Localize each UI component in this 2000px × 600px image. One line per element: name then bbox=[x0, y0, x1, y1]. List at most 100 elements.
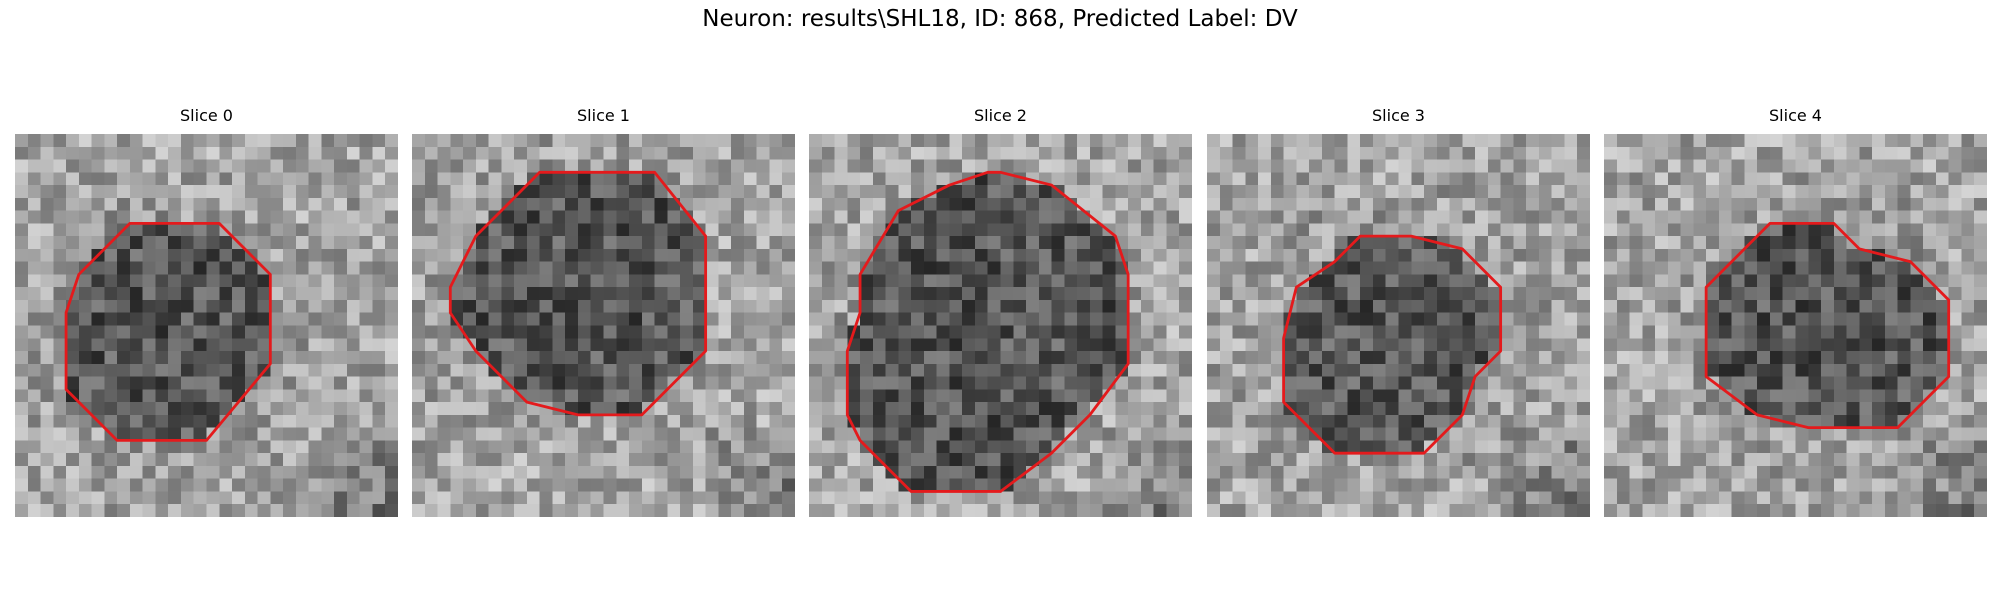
pixel-cell bbox=[1115, 299, 1129, 313]
pixel-cell bbox=[1629, 210, 1643, 224]
pixel-cell bbox=[1513, 325, 1527, 339]
pixel-cell bbox=[1128, 414, 1142, 428]
pixel-cell bbox=[629, 478, 643, 492]
pixel-cell bbox=[1974, 440, 1987, 454]
pixel-cell bbox=[1026, 185, 1040, 199]
pixel-cell bbox=[1424, 197, 1438, 211]
pixel-cell bbox=[437, 363, 451, 377]
pixel-cell bbox=[1551, 491, 1565, 505]
pixel-cell bbox=[1398, 223, 1412, 237]
pixel-cell bbox=[412, 134, 426, 148]
pixel-cell bbox=[1655, 402, 1669, 416]
pixel-cell bbox=[987, 134, 1001, 148]
pixel-cell bbox=[923, 274, 937, 288]
pixel-cell bbox=[346, 236, 360, 250]
pixel-cell bbox=[1258, 261, 1272, 275]
pixel-cell bbox=[412, 338, 426, 352]
pixel-cell bbox=[834, 504, 848, 517]
pixel-cell bbox=[412, 223, 426, 237]
pixel-cell bbox=[987, 440, 1001, 454]
pixel-cell bbox=[590, 363, 604, 377]
pixel-cell bbox=[1077, 338, 1091, 352]
pixel-cell bbox=[1795, 248, 1809, 262]
pixel-cell bbox=[1551, 261, 1565, 275]
pixel-cell bbox=[680, 478, 694, 492]
pixel-cell bbox=[962, 338, 976, 352]
pixel-cell bbox=[1935, 134, 1949, 148]
pixel-cell bbox=[53, 159, 67, 173]
pixel-cell bbox=[1821, 197, 1835, 211]
pixel-cell bbox=[1115, 312, 1129, 326]
pixel-cell bbox=[244, 287, 258, 301]
pixel-cell bbox=[372, 504, 386, 517]
pixel-cell bbox=[1500, 453, 1514, 467]
slice-image-0 bbox=[15, 134, 398, 517]
pixel-cell bbox=[1551, 146, 1565, 160]
pixel-cell bbox=[1026, 261, 1040, 275]
pixel-cell bbox=[1115, 453, 1129, 467]
pixel-cell bbox=[257, 197, 271, 211]
pixel-cell bbox=[1334, 376, 1348, 390]
pixel-cell bbox=[437, 402, 451, 416]
pixel-cell bbox=[1089, 274, 1103, 288]
pixel-cell bbox=[872, 478, 886, 492]
pixel-cell bbox=[1680, 287, 1694, 301]
pixel-cell bbox=[539, 478, 553, 492]
pixel-cell bbox=[1064, 376, 1078, 390]
pixel-cell bbox=[1128, 376, 1142, 390]
pixel-cell bbox=[27, 172, 41, 186]
pixel-cell bbox=[1475, 134, 1489, 148]
pixel-cell bbox=[78, 312, 92, 326]
pixel-cell bbox=[1577, 453, 1590, 467]
pixel-cell bbox=[885, 389, 899, 403]
pixel-cell bbox=[1616, 325, 1630, 339]
pixel-cell bbox=[1115, 172, 1129, 186]
pixel-cell bbox=[743, 363, 757, 377]
pixel-cell bbox=[1347, 389, 1361, 403]
pixel-cell bbox=[40, 465, 54, 479]
pixel-cell bbox=[1347, 261, 1361, 275]
pixel-cell bbox=[91, 299, 105, 313]
pixel-cell bbox=[1270, 427, 1284, 441]
pixel-cell bbox=[539, 185, 553, 199]
pixel-cell bbox=[616, 427, 630, 441]
pixel-cell bbox=[1693, 172, 1707, 186]
pixel-cell bbox=[1140, 338, 1154, 352]
pixel-cell bbox=[962, 261, 976, 275]
pixel-cell bbox=[1283, 453, 1297, 467]
pixel-cell bbox=[1667, 261, 1681, 275]
pixel-cell bbox=[1347, 504, 1361, 517]
pixel-cell bbox=[412, 465, 426, 479]
pixel-cell bbox=[629, 248, 643, 262]
pixel-cell bbox=[40, 274, 54, 288]
pixel-cell bbox=[1923, 402, 1937, 416]
pixel-cell bbox=[117, 312, 131, 326]
pixel-cell bbox=[705, 210, 719, 224]
pixel-cell bbox=[1897, 159, 1911, 173]
pixel-cell bbox=[1283, 427, 1297, 441]
pixel-cell bbox=[1360, 465, 1374, 479]
pixel-cell bbox=[1884, 363, 1898, 377]
pixel-cell bbox=[308, 453, 322, 467]
pixel-cell bbox=[346, 134, 360, 148]
pixel-cell bbox=[1207, 414, 1221, 428]
pixel-cell bbox=[1372, 197, 1386, 211]
pixel-cell bbox=[27, 299, 41, 313]
pixel-cell bbox=[334, 453, 348, 467]
pixel-cell bbox=[1821, 210, 1835, 224]
pixel-cell bbox=[974, 287, 988, 301]
pixel-cell bbox=[1859, 427, 1873, 441]
pixel-cell bbox=[1859, 223, 1873, 237]
pixel-cell bbox=[949, 248, 963, 262]
pixel-cell bbox=[488, 185, 502, 199]
pixel-cell bbox=[66, 376, 80, 390]
pixel-cell bbox=[270, 465, 284, 479]
pixel-cell bbox=[1245, 325, 1259, 339]
pixel-cell bbox=[1038, 351, 1052, 365]
pixel-cell bbox=[1487, 236, 1501, 250]
pixel-cell bbox=[1821, 504, 1835, 517]
pixel-cell bbox=[1859, 504, 1873, 517]
pixel-cell bbox=[1245, 504, 1259, 517]
pixel-cell bbox=[1102, 351, 1116, 365]
pixel-cell bbox=[821, 465, 835, 479]
